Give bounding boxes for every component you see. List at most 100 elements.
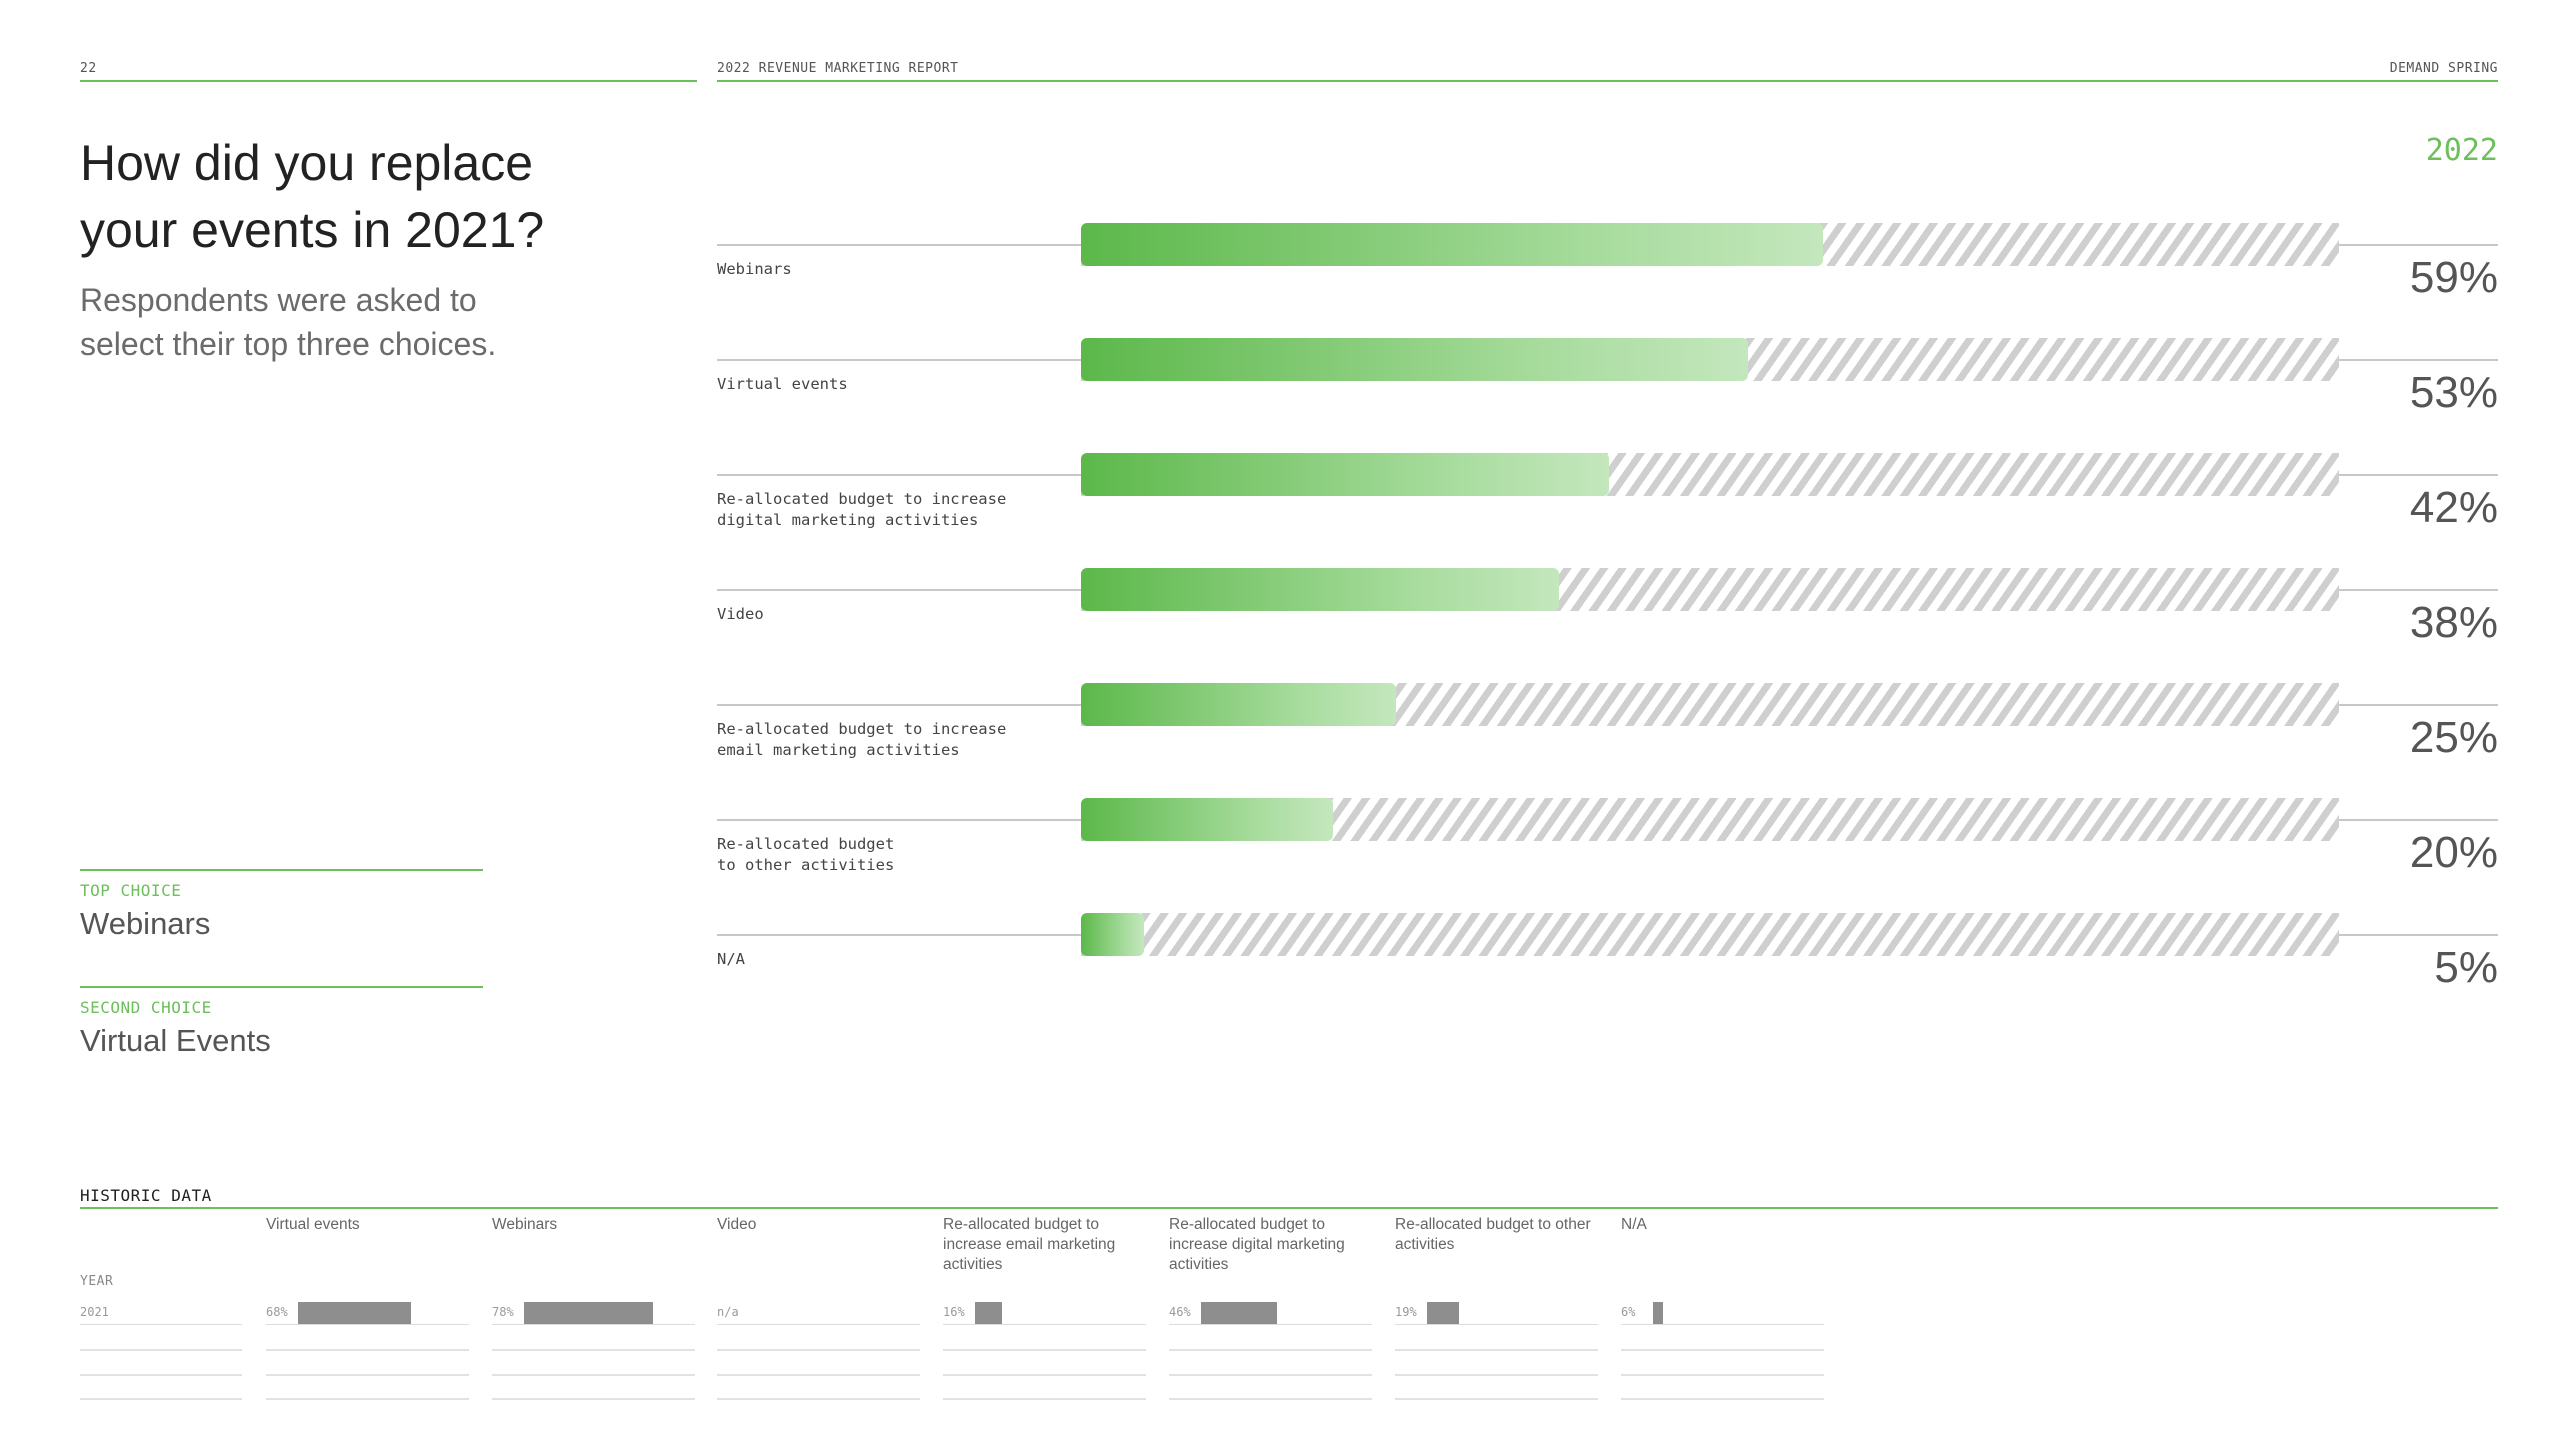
historic-row-rule: [1621, 1349, 1824, 1351]
historic-row-rule: [943, 1398, 1146, 1400]
historic-value-label: 19%: [1395, 1305, 1417, 1319]
page-subtitle-line-1: Respondents were asked to: [80, 282, 477, 318]
bar-value-label: 59%: [2409, 253, 2498, 302]
second-choice-rule: [80, 986, 483, 988]
page-title: How did you replace your events in 2021?: [80, 130, 680, 264]
second-choice-label: SECOND CHOICE: [80, 998, 212, 1017]
bar-category-label: Re-allocated budget to other activities: [717, 835, 895, 874]
historic-rule: [80, 1207, 2498, 1209]
bar-row: Video 38%: [717, 568, 2498, 678]
historic-cell: 68%: [266, 1300, 469, 1325]
historic-column: Video n/a: [717, 1212, 920, 1400]
historic-column-header: Re-allocated budget to increase email ma…: [943, 1216, 1116, 1273]
historic-row-rule: [492, 1398, 695, 1400]
historic-value-label: 16%: [943, 1305, 965, 1319]
historic-bar: [1653, 1302, 1663, 1324]
historic-cell: 6%: [1621, 1300, 1824, 1325]
historic-column: Re-allocated budget to increase email ma…: [943, 1212, 1146, 1400]
historic-column-header: Re-allocated budget to other activities: [1395, 1216, 1591, 1253]
bar-value-label: 25%: [2409, 713, 2498, 762]
historic-year-header: YEAR: [80, 1274, 114, 1289]
historic-column: Re-allocated budget to other activities 1…: [1395, 1212, 1598, 1400]
brand-name: DEMAND SPRING: [2389, 61, 2498, 76]
historic-column-header: N/A: [1621, 1216, 1647, 1233]
top-choice-rule: [80, 869, 483, 871]
top-choice-value: Webinars: [80, 906, 211, 941]
historic-row-rule: [266, 1398, 469, 1400]
historic-year-value: 2021: [80, 1305, 109, 1319]
bar: [1081, 338, 1748, 381]
bar: [1081, 913, 1144, 956]
bar-category-label: Re-allocated budget to increase digital …: [717, 490, 1007, 529]
historic-value-label: 46%: [1169, 1305, 1191, 1319]
header-rule-left: [80, 80, 697, 82]
historic-row-rule: [1169, 1374, 1372, 1376]
page-subtitle-line-2: select their top three choices.: [80, 326, 497, 362]
historic-cell: 78%: [492, 1300, 695, 1325]
bar-row: N/A 5%: [717, 913, 2498, 1023]
historic-row-rule: [717, 1349, 920, 1351]
bar-value-label: 38%: [2409, 598, 2498, 647]
historic-cell: n/a: [717, 1300, 920, 1325]
bar-row: Re-allocated budget to increase email ma…: [717, 683, 2498, 793]
historic-row-rule: [1395, 1374, 1598, 1376]
historic-bar: [1201, 1302, 1278, 1324]
historic-row-rule: [266, 1374, 469, 1376]
page-title-line-2: your events in 2021?: [80, 202, 545, 258]
historic-column: Re-allocated budget to increase digital …: [1169, 1212, 1372, 1400]
historic-column-header: Virtual events: [266, 1216, 360, 1233]
bar-category-label: Virtual events: [717, 375, 848, 393]
historic-column: N/A 6%: [1621, 1212, 1824, 1400]
historic-row-rule: [717, 1374, 920, 1376]
bar: [1081, 223, 1824, 266]
bar-category-label: Re-allocated budget to increase email ma…: [717, 720, 1007, 759]
historic-row-rule: [1395, 1398, 1598, 1400]
historic-bar: [1427, 1302, 1459, 1324]
historic-cell: 16%: [943, 1300, 1146, 1325]
historic-row-rule: [717, 1398, 920, 1400]
historic-column: Webinars 78%: [492, 1212, 695, 1400]
bar-category-label: Webinars: [717, 260, 792, 278]
bar: [1081, 798, 1333, 841]
historic-value-label: 78%: [492, 1305, 514, 1319]
bar-row: Re-allocated budget to increase digital …: [717, 453, 2498, 563]
bar: [1081, 683, 1396, 726]
bar-value-label: 53%: [2409, 368, 2498, 417]
historic-row-rule: [943, 1374, 1146, 1376]
historic-title: HISTORIC DATA: [80, 1186, 212, 1205]
historic-row-rule: [1395, 1349, 1598, 1351]
header-rule-right: [717, 80, 2498, 82]
historic-value-label: 6%: [1621, 1305, 1636, 1319]
historic-year-cell: 2021: [80, 1300, 242, 1325]
bar-remainder: [1081, 913, 2339, 956]
historic-column-header: Webinars: [492, 1216, 558, 1233]
historic-value-label: n/a: [717, 1305, 739, 1319]
historic-year-column: 2021: [80, 1212, 242, 1400]
page-number: 22: [80, 61, 97, 76]
historic-value-label: 68%: [266, 1305, 288, 1319]
historic-bar: [524, 1302, 654, 1324]
historic-cell: 19%: [1395, 1300, 1598, 1325]
bar-value-label: 5%: [2434, 943, 2498, 992]
historic-row-rule: [1169, 1398, 1372, 1400]
bar-value-label: 20%: [2409, 828, 2498, 877]
chart-year: 2022: [2425, 133, 2498, 168]
historic-row-rule: [266, 1349, 469, 1351]
historic-row-rule: [1621, 1374, 1824, 1376]
historic-row-rule: [1169, 1349, 1372, 1351]
historic-column: Virtual events 68%: [266, 1212, 469, 1400]
bar-row: Re-allocated budget to other activities 2…: [717, 798, 2498, 908]
historic-row-rule: [943, 1349, 1146, 1351]
historic-row-rule: [492, 1349, 695, 1351]
bar-category-label: N/A: [717, 950, 745, 968]
bar: [1081, 568, 1560, 611]
bar-value-label: 42%: [2409, 483, 2498, 532]
top-choice-label: TOP CHOICE: [80, 881, 182, 900]
bar-row: Webinars 59%: [717, 223, 2498, 333]
bar: [1081, 453, 1610, 496]
page-subtitle: Respondents were asked to select their t…: [80, 278, 640, 366]
historic-cell: 46%: [1169, 1300, 1372, 1325]
historic-column-header: Re-allocated budget to increase digital …: [1169, 1216, 1345, 1273]
report-title: 2022 REVENUE MARKETING REPORT: [717, 61, 959, 76]
historic-row-rule: [1621, 1398, 1824, 1400]
